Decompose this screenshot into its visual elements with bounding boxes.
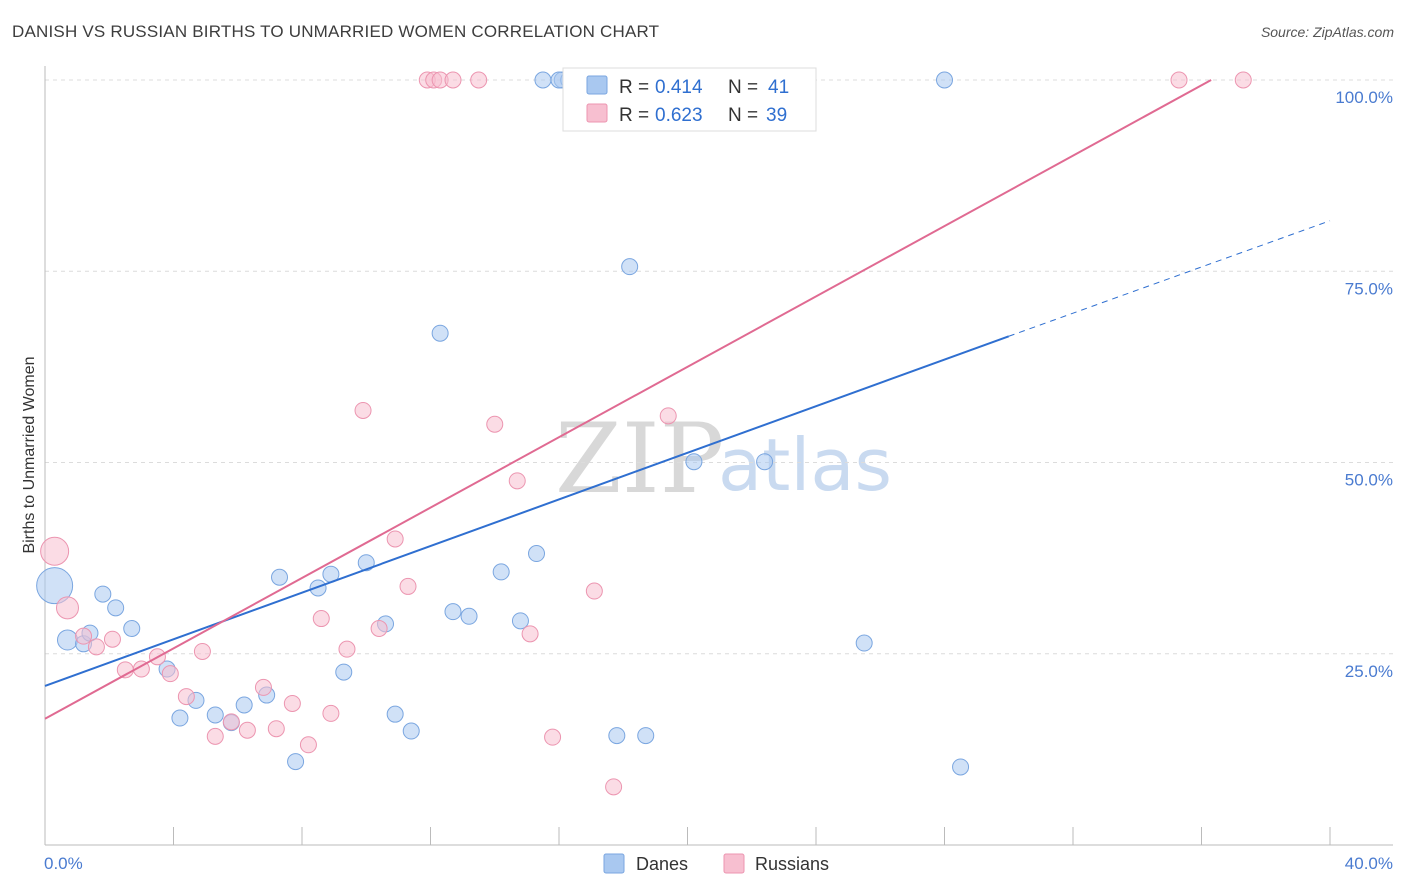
data-points bbox=[36, 71, 1252, 796]
y-tick-label-100: 100.0% bbox=[1335, 88, 1393, 107]
point-russians-13 bbox=[238, 721, 256, 739]
legend-swatch-danes bbox=[586, 75, 608, 95]
stats-legend: R = 0.414 N = 41 R = 0.623 N = 39 bbox=[562, 67, 817, 132]
point-danes-26 bbox=[492, 563, 510, 581]
point-russians-20 bbox=[338, 640, 356, 658]
trend-line-russians bbox=[44, 79, 1212, 720]
point-russians-19 bbox=[322, 704, 340, 722]
point-russians-4 bbox=[103, 630, 121, 648]
point-danes-6 bbox=[107, 599, 125, 617]
y-tick-label-25: 25.0% bbox=[1345, 662, 1393, 681]
trend-line-danes bbox=[44, 335, 1010, 687]
point-danes-14 bbox=[271, 568, 289, 586]
chart-title: DANISH VS RUSSIAN BIRTHS TO UNMARRIED WO… bbox=[12, 22, 660, 41]
point-russians-11 bbox=[206, 727, 224, 745]
point-russians-37 bbox=[1170, 71, 1188, 89]
point-russians-18 bbox=[312, 610, 330, 628]
point-russians-24 bbox=[399, 577, 417, 595]
watermark-atlas: atlas bbox=[718, 423, 892, 507]
point-russians-23 bbox=[386, 530, 404, 548]
point-russians-0 bbox=[40, 536, 70, 566]
point-russians-14 bbox=[254, 678, 272, 696]
legend-n-label-danes: N = bbox=[728, 77, 758, 98]
point-danes-23 bbox=[431, 324, 449, 342]
point-russians-1 bbox=[55, 596, 79, 620]
point-danes-0 bbox=[36, 567, 74, 605]
point-danes-27 bbox=[511, 612, 529, 630]
legend-n-value-russians: 39 bbox=[766, 105, 787, 126]
point-russians-10 bbox=[193, 642, 211, 660]
point-russians-2 bbox=[75, 627, 93, 645]
axes: 25.0% 50.0% 75.0% 100.0% 0.0% 40.0% bbox=[44, 66, 1393, 873]
point-russians-33 bbox=[544, 728, 562, 746]
point-russians-34 bbox=[585, 582, 603, 600]
point-russians-21 bbox=[354, 401, 372, 419]
point-danes-35 bbox=[637, 727, 655, 745]
x-tick-label-max: 40.0% bbox=[1345, 854, 1393, 873]
legend-r-label-danes: R = bbox=[619, 77, 649, 98]
point-danes-25 bbox=[460, 607, 478, 625]
x-tick-label-min: 0.0% bbox=[44, 854, 83, 873]
series-legend-label-russians: Russians bbox=[755, 854, 829, 874]
trend-extension-danes bbox=[1008, 220, 1331, 337]
point-russians-12 bbox=[222, 713, 240, 731]
y-tick-label-75: 75.0% bbox=[1345, 279, 1393, 298]
point-danes-21 bbox=[386, 705, 404, 723]
point-danes-9 bbox=[171, 709, 189, 727]
point-danes-3 bbox=[94, 585, 112, 603]
point-danes-19 bbox=[357, 554, 375, 572]
point-russians-22 bbox=[370, 620, 388, 638]
point-russians-16 bbox=[283, 694, 301, 712]
legend-r-value-russians: 0.623 bbox=[655, 105, 703, 126]
legend-swatch-russians bbox=[586, 103, 608, 123]
point-danes-10 bbox=[206, 706, 224, 724]
point-danes-33 bbox=[608, 727, 626, 745]
y-tick-label-50: 50.0% bbox=[1345, 471, 1393, 490]
series-legend-swatch-russians bbox=[723, 853, 745, 874]
legend-r-label-russians: R = bbox=[619, 105, 649, 126]
point-danes-38 bbox=[756, 453, 774, 471]
point-danes-18 bbox=[335, 663, 353, 681]
point-russians-28 bbox=[444, 71, 462, 89]
point-danes-39 bbox=[855, 634, 873, 652]
point-danes-22 bbox=[402, 722, 420, 740]
point-danes-41 bbox=[952, 758, 970, 776]
point-russians-9 bbox=[177, 688, 195, 706]
point-russians-38 bbox=[1234, 71, 1252, 89]
point-danes-1 bbox=[56, 629, 78, 651]
trend-lines bbox=[44, 79, 1331, 720]
gridlines bbox=[45, 79, 1393, 655]
point-russians-29 bbox=[470, 71, 488, 89]
legend-n-value-danes: 41 bbox=[768, 77, 789, 98]
point-russians-31 bbox=[508, 472, 526, 490]
point-danes-12 bbox=[235, 696, 253, 714]
point-danes-16 bbox=[309, 579, 327, 597]
point-danes-29 bbox=[534, 71, 552, 89]
point-danes-37 bbox=[685, 453, 703, 471]
point-russians-32 bbox=[521, 625, 539, 643]
point-danes-28 bbox=[528, 545, 546, 563]
series-legend: Danes Russians bbox=[603, 853, 829, 874]
source-credit: Source: ZipAtlas.com bbox=[1260, 24, 1394, 40]
point-russians-6 bbox=[132, 660, 150, 678]
point-russians-3 bbox=[87, 638, 105, 656]
point-russians-8 bbox=[161, 665, 179, 683]
point-danes-15 bbox=[287, 753, 305, 771]
point-russians-17 bbox=[299, 736, 317, 754]
point-russians-15 bbox=[267, 720, 285, 738]
legend-n-label-russians: N = bbox=[728, 105, 758, 126]
series-legend-label-danes: Danes bbox=[636, 854, 688, 874]
series-legend-swatch-danes bbox=[603, 853, 625, 874]
point-danes-34 bbox=[621, 258, 639, 276]
legend-r-value-danes: 0.414 bbox=[655, 77, 703, 98]
point-russians-36 bbox=[659, 407, 677, 425]
point-danes-40 bbox=[936, 71, 953, 89]
point-danes-24 bbox=[444, 603, 462, 621]
y-axis-label: Births to Unmarried Women bbox=[21, 356, 38, 553]
point-danes-5 bbox=[123, 620, 141, 638]
point-russians-35 bbox=[605, 778, 623, 796]
point-russians-30 bbox=[486, 415, 504, 433]
